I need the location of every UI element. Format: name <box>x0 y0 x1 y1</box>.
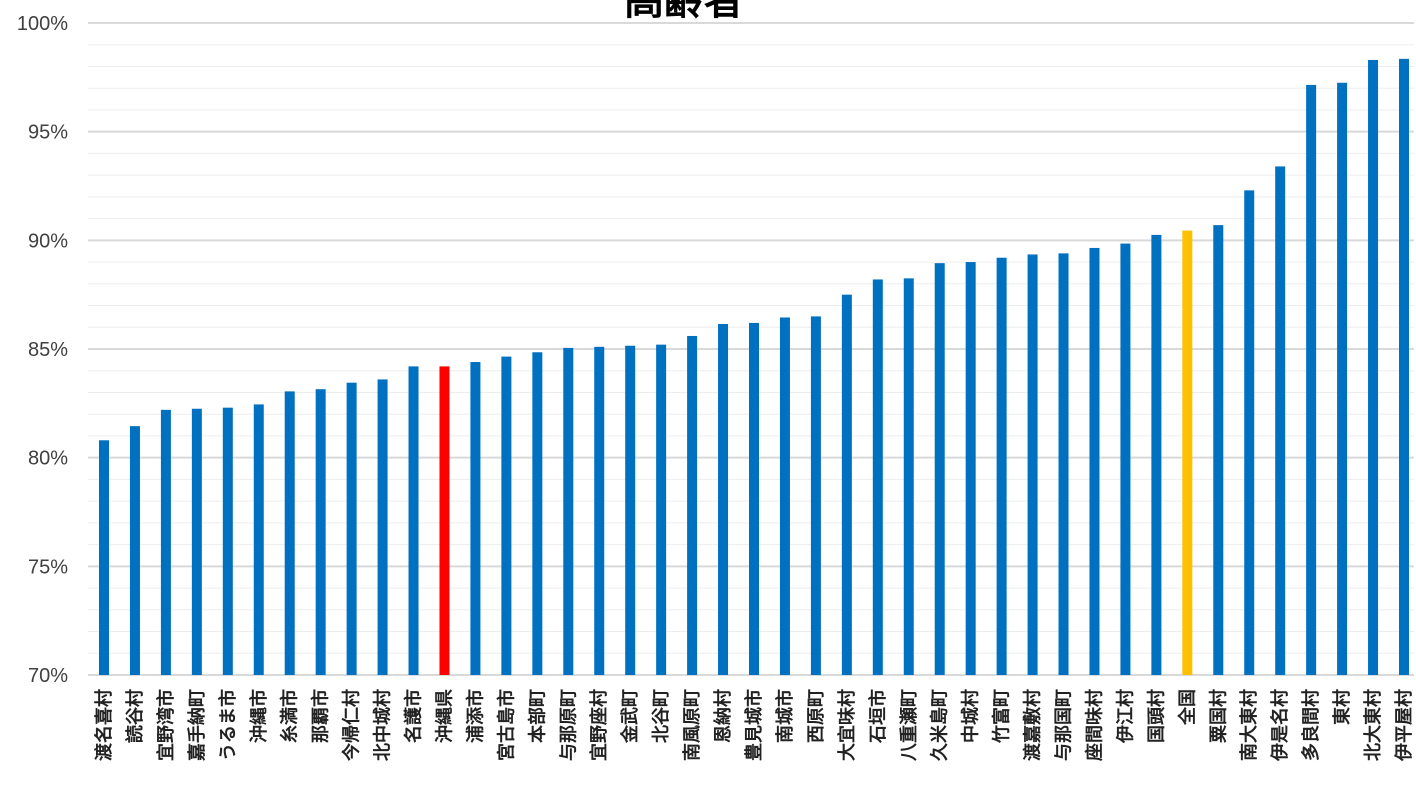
x-tick-label: 八重瀬町 <box>898 689 920 761</box>
x-tick-label: 沖縄市 <box>248 689 270 743</box>
x-tick-label: 読谷村 <box>124 689 146 743</box>
x-tick-label: 嘉手納町 <box>186 689 208 762</box>
bar <box>687 335 698 675</box>
bar <box>996 257 1007 675</box>
bar <box>1151 234 1162 675</box>
bar <box>872 279 883 675</box>
bar <box>749 322 759 675</box>
x-axis-tick-labels: 渡名喜村 読谷村 宜野湾市 嘉手納町 うるま市 沖縄市 糸満市 那覇市 今帰仁村 北中城村 名護市沖… <box>93 689 1415 762</box>
y-tick-label: 85% <box>28 339 68 361</box>
bar <box>810 316 821 675</box>
bar <box>1089 247 1100 675</box>
x-tick-label: 金武町 <box>619 689 641 744</box>
x-tick-label: 豊見城市 <box>743 689 765 761</box>
y-tick-label: 80% <box>28 448 68 470</box>
bar <box>532 352 543 675</box>
x-tick-label: 中城村 <box>960 689 982 743</box>
bar <box>439 366 450 675</box>
bar <box>408 366 419 675</box>
x-tick-label: 宜野座村 <box>588 689 610 761</box>
bar <box>841 294 852 675</box>
bar <box>1058 253 1069 675</box>
y-axis-tick-labels: 70% 75% 80% 85% 90% 95% 100% <box>17 13 68 687</box>
x-tick-label: 北大東村 <box>1362 689 1384 761</box>
x-tick-label: 糸満市 <box>279 689 301 743</box>
bar <box>1306 84 1317 675</box>
x-tick-label: 国頭村 <box>1145 689 1167 743</box>
y-tick-label: 100% <box>17 13 68 35</box>
x-tick-label: 沖縄県 <box>433 689 455 743</box>
bar <box>1027 254 1038 675</box>
x-tick-label: 伊平屋村 <box>1393 689 1415 762</box>
bar <box>965 262 976 675</box>
x-tick-label: 南大東村 <box>1238 689 1260 761</box>
chart-title: 高齢者 <box>624 0 744 24</box>
x-tick-label: 宜野湾市 <box>155 689 177 761</box>
x-tick-label: 南風原町 <box>681 689 703 761</box>
bar <box>346 382 357 675</box>
x-tick-label: 竹富町 <box>991 689 1013 744</box>
y-tick-label: 90% <box>28 230 68 252</box>
x-tick-label: 全国 <box>1176 689 1198 726</box>
bar <box>594 346 605 675</box>
bar <box>563 347 574 675</box>
x-tick-label: 西原町 <box>806 689 827 743</box>
x-tick-label: 与那国町 <box>1054 689 1075 761</box>
x-tick-label: 北谷町 <box>651 689 672 743</box>
x-tick-label: 宮古島市 <box>495 689 517 761</box>
bar <box>191 408 202 675</box>
bar <box>253 404 264 675</box>
bar <box>99 440 109 675</box>
bar <box>1120 243 1131 676</box>
bar-series <box>99 58 1409 676</box>
x-tick-label: 今帰仁村 <box>341 689 363 761</box>
x-tick-label: 名護市 <box>403 689 425 743</box>
x-tick-label: 大宜味村 <box>836 689 858 761</box>
bar <box>1368 59 1379 676</box>
bar <box>903 278 914 675</box>
y-tick-label: 95% <box>28 122 68 144</box>
bar <box>377 379 388 675</box>
bar <box>1244 190 1255 675</box>
bar <box>160 409 171 675</box>
x-tick-label: 北中城村 <box>372 689 394 761</box>
x-tick-label: 恩納村 <box>712 689 734 743</box>
bar <box>470 362 481 675</box>
bar <box>1337 82 1348 676</box>
x-tick-label: 粟国村 <box>1207 689 1229 744</box>
x-tick-label: 石垣市 <box>867 689 889 744</box>
bar <box>718 324 729 675</box>
x-tick-label: 浦添市 <box>464 689 486 743</box>
x-tick-label: 那覇市 <box>310 689 332 743</box>
x-tick-label: 多良間村 <box>1300 689 1322 761</box>
y-tick-label: 70% <box>28 665 68 687</box>
bar <box>222 407 233 675</box>
bar <box>315 389 326 675</box>
x-tick-label: 座間味村 <box>1083 689 1105 761</box>
x-tick-label: 渡嘉敷村 <box>1022 689 1044 761</box>
bar <box>1182 230 1193 675</box>
bar <box>934 263 945 675</box>
bar <box>1275 166 1286 675</box>
x-tick-label: 南城市 <box>774 689 796 743</box>
bar <box>1213 225 1224 675</box>
bar <box>625 345 636 675</box>
x-tick-label: うるま市 <box>217 689 239 761</box>
x-tick-label: 久米島町 <box>929 689 951 761</box>
bar <box>779 317 790 675</box>
bar <box>129 426 140 675</box>
x-tick-label: 本部町 <box>526 689 548 743</box>
x-tick-label: 伊是名村 <box>1269 689 1291 762</box>
x-tick-label: 与那原町 <box>558 689 579 761</box>
x-tick-label: 東村 <box>1331 689 1353 725</box>
bar <box>1399 58 1409 676</box>
y-tick-label: 75% <box>28 556 68 578</box>
x-tick-label: 渡名喜村 <box>93 689 115 761</box>
bar <box>656 344 667 675</box>
bar <box>501 356 512 675</box>
x-tick-label: 伊江村 <box>1114 689 1136 744</box>
bar <box>284 391 295 675</box>
